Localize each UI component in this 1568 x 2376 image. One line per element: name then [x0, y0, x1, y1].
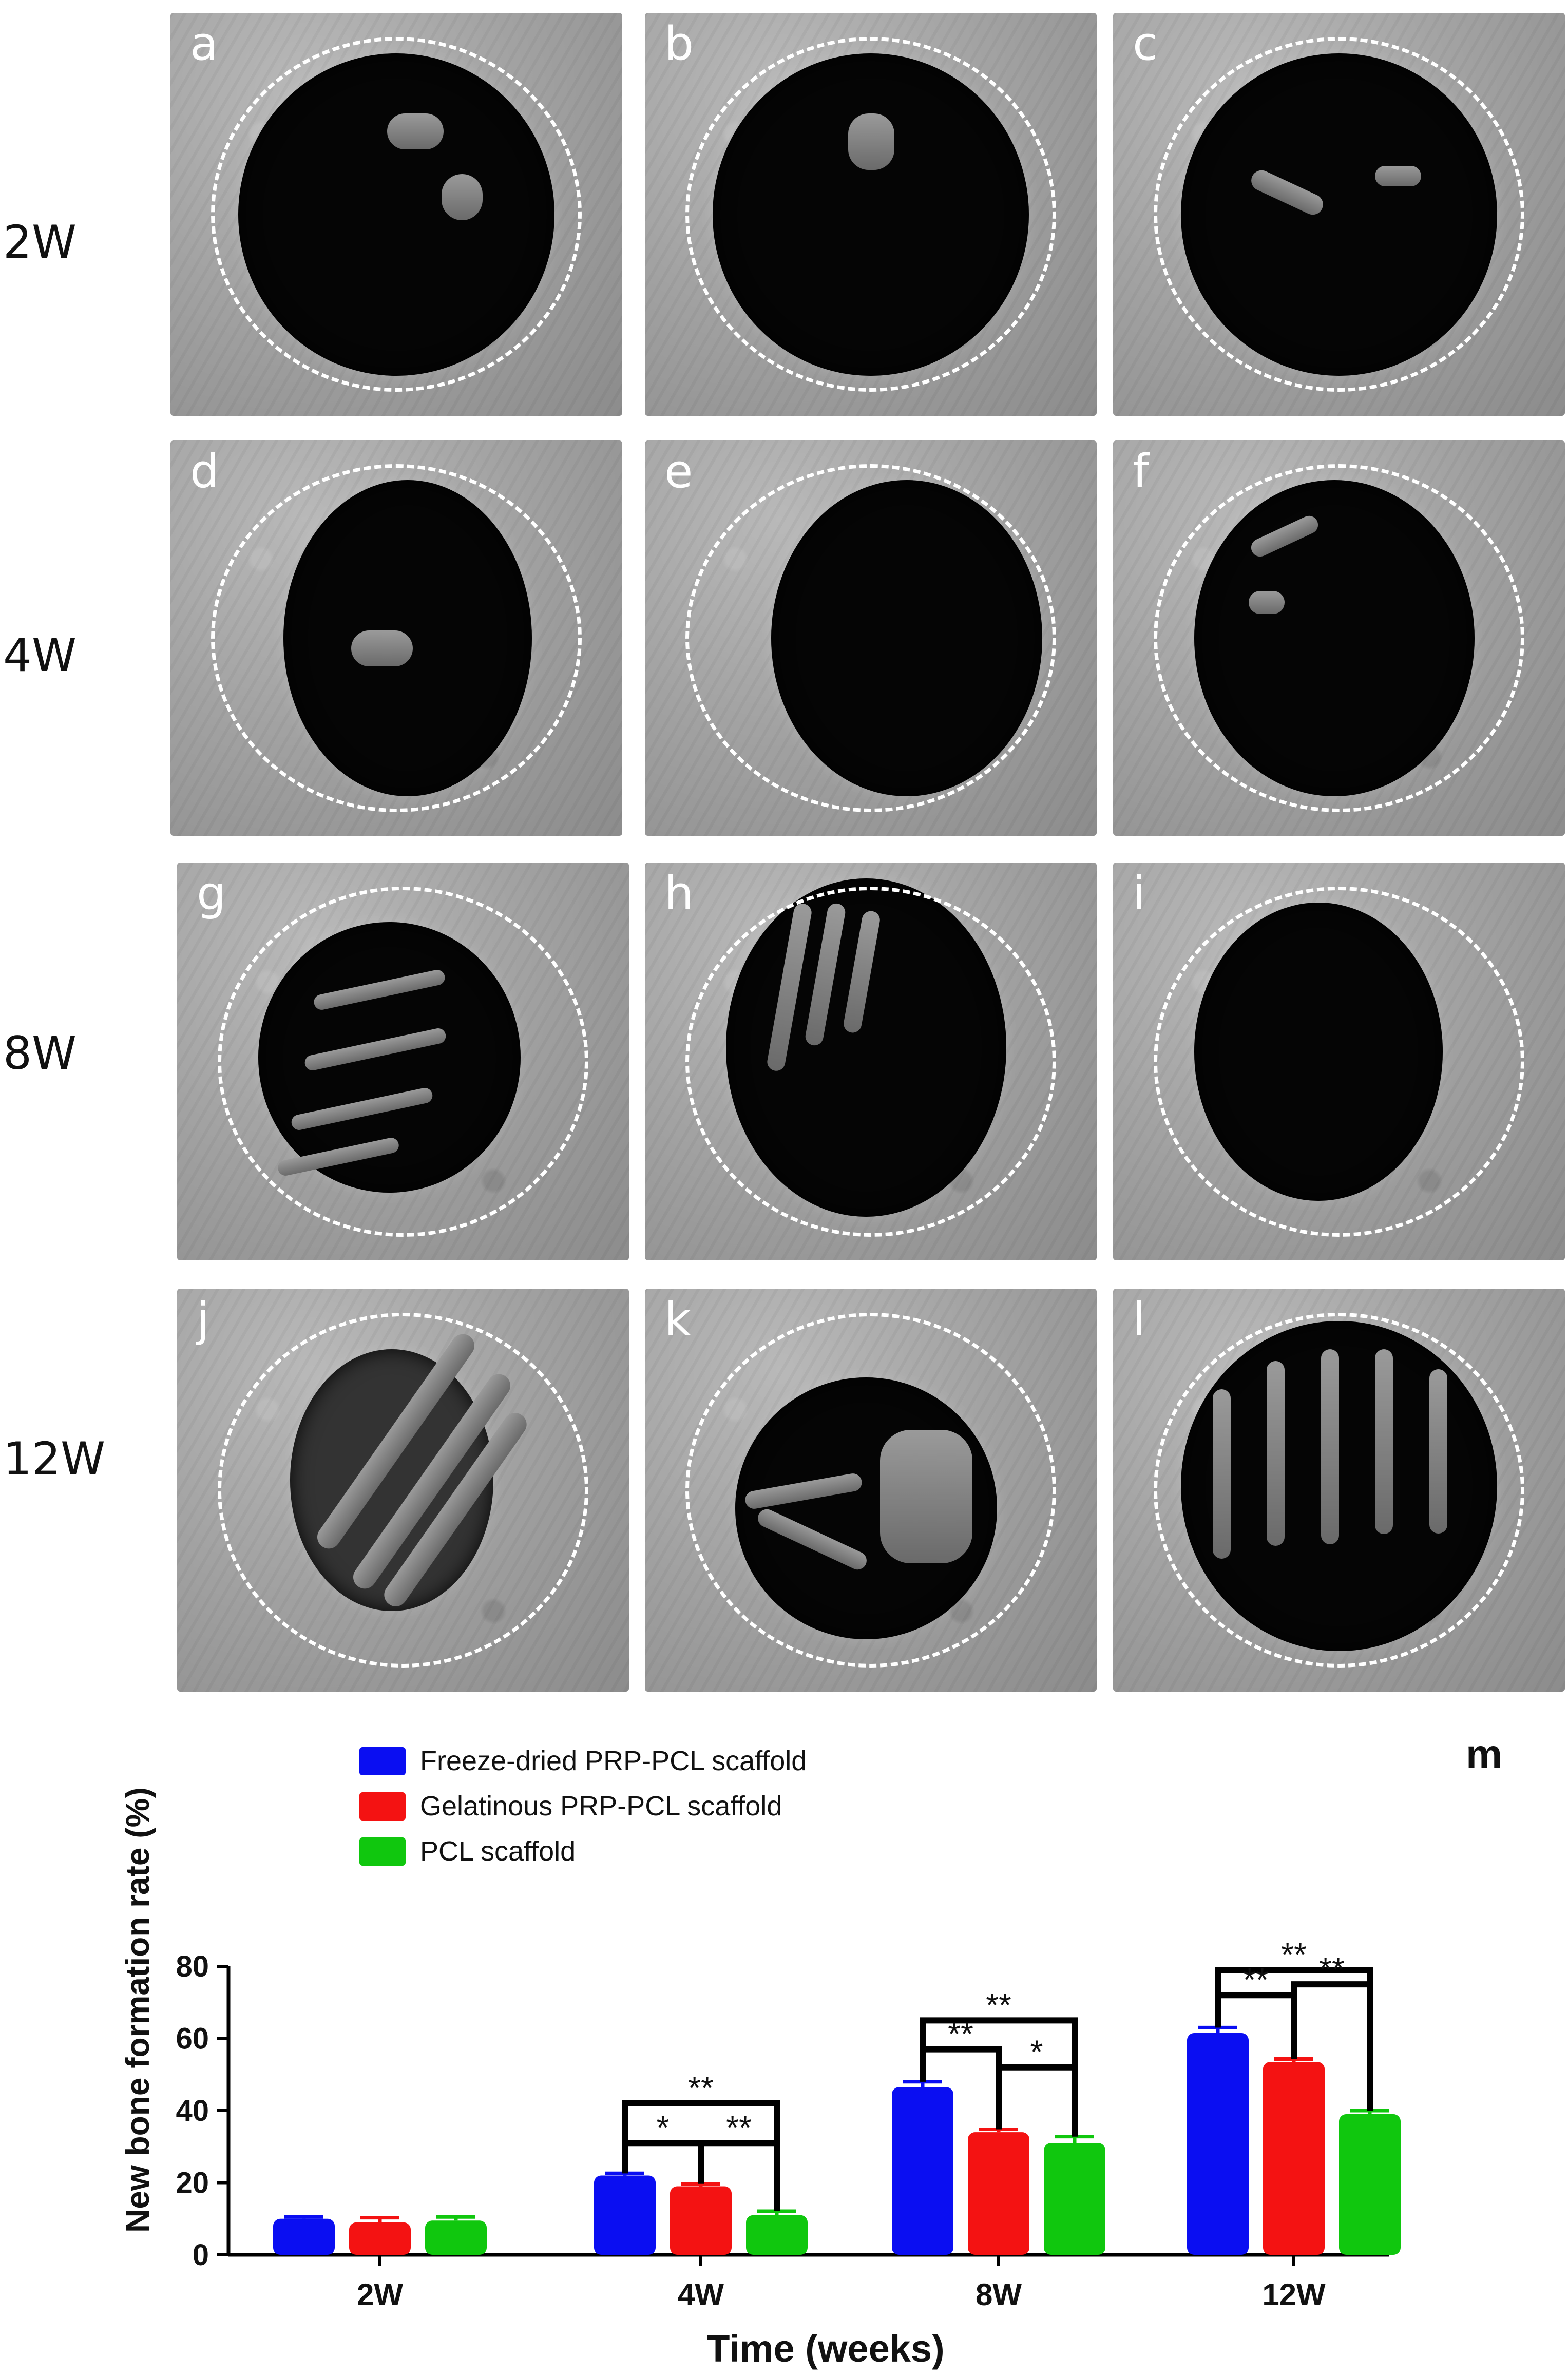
defect-outline: [218, 1313, 588, 1668]
defect-outline: [685, 464, 1056, 812]
y-tick-label: 40: [176, 2094, 209, 2128]
bar: [670, 2186, 732, 2255]
bar: [968, 2132, 1029, 2255]
y-tick-label: 20: [176, 2167, 209, 2200]
microct-panel-j: j: [177, 1289, 629, 1692]
defect-outline: [211, 37, 582, 392]
defect-outline: [685, 37, 1056, 392]
defect-outline: [1154, 37, 1524, 392]
panel-letter: e: [664, 445, 693, 499]
row-label-12w: 12W: [3, 1432, 105, 1485]
row-label-8w: 8W: [3, 1027, 77, 1080]
significance-label: **: [1243, 1961, 1269, 1998]
panel-letter: g: [197, 867, 226, 921]
significance-bracket: [1291, 1981, 1373, 2111]
microct-panel-i: i: [1113, 863, 1565, 1260]
bar: [594, 2175, 656, 2255]
panel-letter: i: [1133, 867, 1146, 921]
microct-panel-c: c: [1113, 13, 1565, 416]
defect-outline: [211, 464, 582, 812]
panel-letter: c: [1133, 17, 1158, 71]
x-tick-label: 2W: [357, 2277, 403, 2312]
legend-label: Freeze-dried PRP-PCL scaffold: [420, 1746, 807, 1776]
legend-label: PCL scaffold: [420, 1836, 576, 1867]
significance-bracket: [698, 2140, 780, 2211]
microct-panel-a: a: [170, 13, 622, 416]
bar: [425, 2220, 487, 2255]
bar: [1339, 2114, 1401, 2255]
significance-label: **: [1319, 1950, 1345, 1987]
defect-outline: [685, 1313, 1056, 1668]
microct-panel-l: l: [1113, 1289, 1565, 1692]
defect-outline: [1154, 1313, 1524, 1668]
panel-letter: b: [664, 17, 694, 71]
defect-outline: [1154, 886, 1524, 1237]
significance-label: **: [1281, 1936, 1307, 1973]
panel-letter: k: [664, 1293, 692, 1347]
bar: [1263, 2062, 1325, 2255]
x-tick-label: 8W: [976, 2277, 1022, 2312]
panel-letter: f: [1133, 445, 1149, 499]
significance-label: **: [948, 2016, 973, 2053]
significance-label: **: [986, 1986, 1011, 2023]
legend-swatch: [359, 1747, 406, 1775]
y-axis-label: New bone formation rate (%): [119, 1787, 156, 2233]
y-tick-label: 60: [176, 2022, 209, 2056]
microct-panel-b: b: [645, 13, 1097, 416]
legend-swatch: [359, 1837, 406, 1866]
microct-panel-k: k: [645, 1289, 1097, 1692]
significance-bracket: [996, 2064, 1078, 2137]
bar: [746, 2215, 808, 2255]
row-label-4w: 4W: [3, 629, 77, 682]
microct-panel-f: f: [1113, 440, 1565, 836]
legend-swatch: [359, 1792, 406, 1821]
panel-letter: a: [190, 17, 219, 71]
significance-label: *: [1030, 2034, 1043, 2071]
bar: [1044, 2143, 1105, 2255]
y-tick-label: 80: [176, 1950, 209, 1983]
x-tick-label: 12W: [1262, 2277, 1326, 2312]
microct-panel-e: e: [645, 440, 1097, 836]
panel-letter: h: [664, 867, 694, 921]
bar: [1187, 2033, 1249, 2255]
defect-outline: [218, 886, 588, 1237]
microct-panel-d: d: [170, 440, 622, 836]
chart-panel-letter: m: [1466, 1735, 1502, 1777]
bar: [349, 2222, 411, 2255]
defect-outline: [685, 886, 1056, 1237]
legend-label: Gelatinous PRP-PCL scaffold: [420, 1791, 782, 1822]
microct-panel-g: g: [177, 863, 629, 1260]
significance-label: **: [726, 2109, 752, 2146]
panel-letter: d: [190, 445, 220, 499]
bar: [892, 2087, 953, 2255]
significance-label: **: [688, 2070, 714, 2106]
y-tick-label: 0: [193, 2238, 209, 2272]
defect-outline: [1154, 464, 1524, 812]
panel-letter: l: [1133, 1293, 1146, 1347]
bar: [273, 2218, 335, 2255]
row-label-2w: 2W: [3, 216, 77, 269]
panel-letter: j: [197, 1293, 210, 1347]
bone-formation-bar-chart: m New bone formation rate (%) Time (week…: [119, 1735, 1502, 2370]
significance-label: *: [657, 2109, 670, 2146]
x-tick-label: 4W: [678, 2277, 724, 2312]
microct-panel-h: h: [645, 863, 1097, 1260]
x-axis-label: Time (weeks): [706, 2327, 944, 2370]
